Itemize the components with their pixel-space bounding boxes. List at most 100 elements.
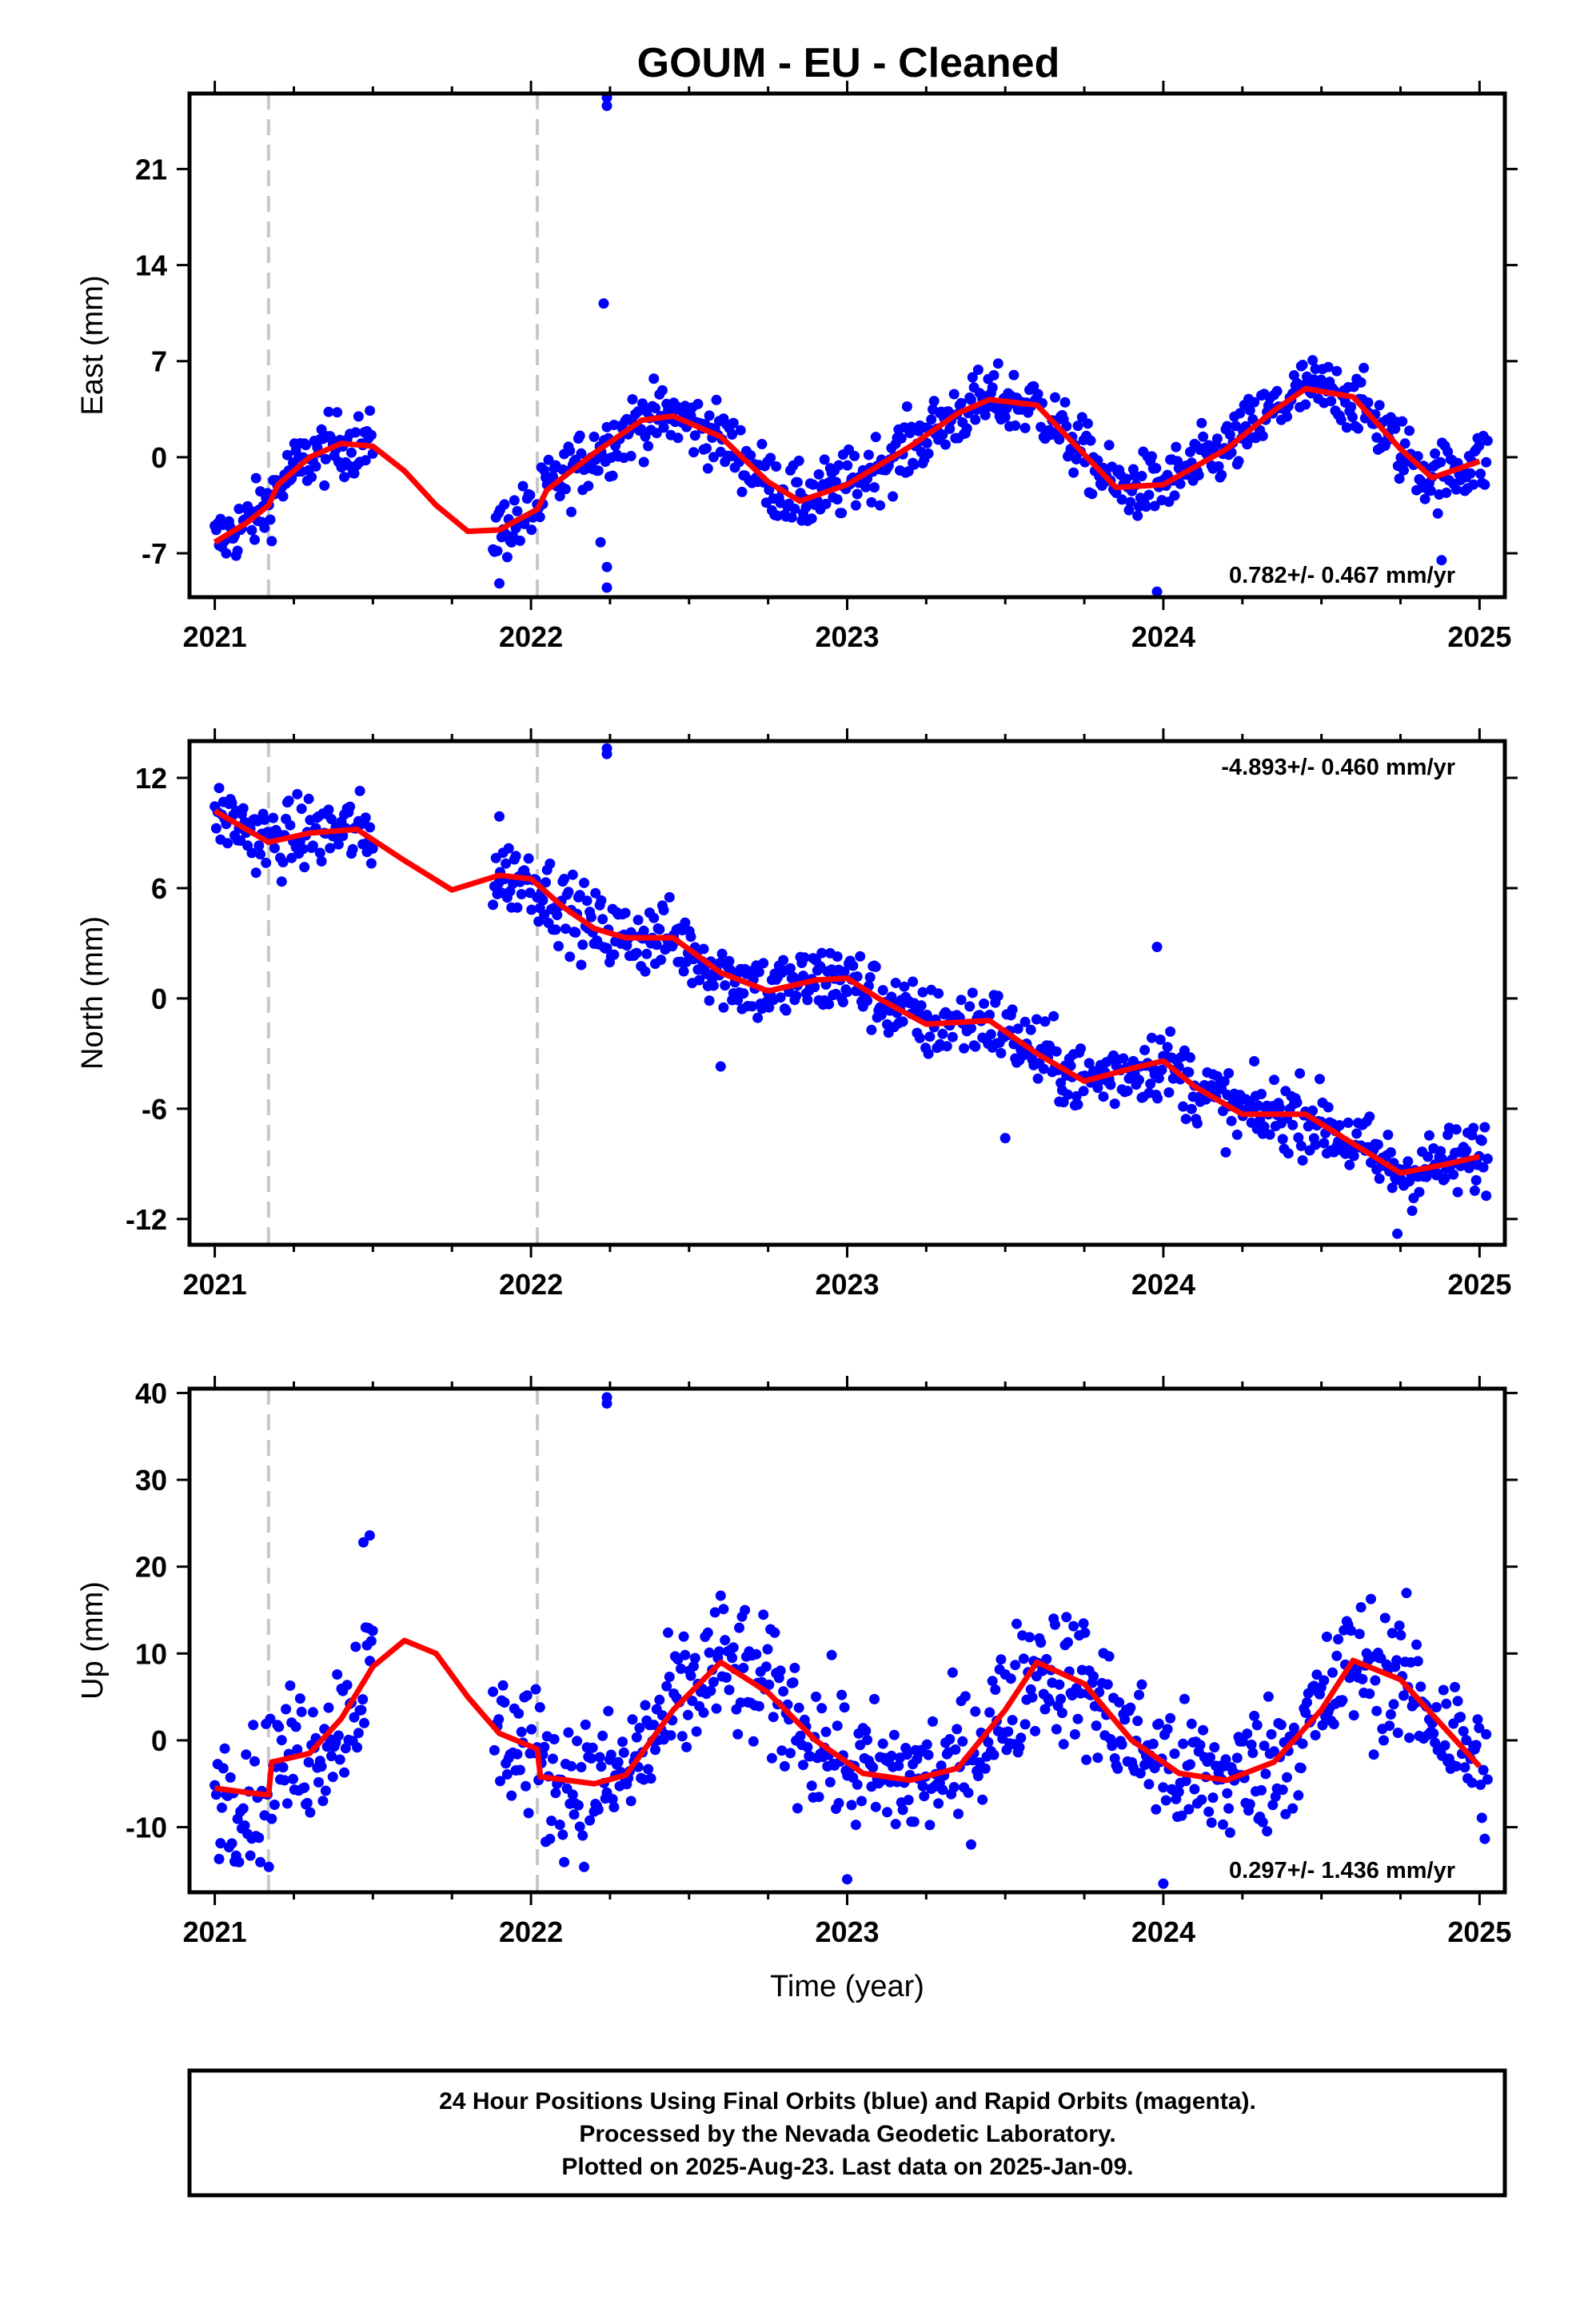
- up-outlier-point: [364, 1530, 375, 1541]
- east-data-point: [708, 452, 719, 463]
- footer-line-2: Processed by the Nevada Geodetic Laborat…: [579, 2121, 1115, 2147]
- up-data-point: [753, 1700, 764, 1712]
- up-data-point: [563, 1727, 574, 1738]
- north-data-point: [832, 951, 843, 962]
- up-data-point: [357, 1694, 369, 1705]
- up-data-point: [715, 1590, 726, 1601]
- up-data-point: [789, 1662, 800, 1673]
- east-data-point: [901, 401, 912, 412]
- north-data-point: [1481, 1190, 1492, 1202]
- north-data-point: [620, 907, 631, 919]
- up-data-point: [1300, 1707, 1311, 1718]
- north-data-point: [704, 995, 715, 1007]
- east-data-point: [651, 428, 662, 439]
- north-data-point: [1163, 1087, 1175, 1098]
- east-data-point: [350, 427, 361, 438]
- north-data-point: [501, 858, 512, 869]
- north-data-point: [678, 966, 689, 977]
- up-data-point: [681, 1741, 692, 1752]
- up-data-point: [806, 1780, 817, 1792]
- east-x-tick-label: 2024: [1131, 620, 1195, 653]
- east-data-point: [992, 358, 1003, 369]
- east-rate-annotation: 0.782+/- 0.467 mm/yr: [1229, 563, 1455, 588]
- up-data-point: [977, 1794, 988, 1805]
- up-data-point: [1319, 1675, 1330, 1686]
- east-data-point: [534, 512, 545, 523]
- up-data-point: [1470, 1740, 1482, 1751]
- up-data-point: [249, 1756, 260, 1767]
- up-data-point: [708, 1676, 719, 1688]
- north-data-point: [283, 795, 294, 807]
- east-data-point: [704, 410, 715, 421]
- up-data-point: [213, 1853, 225, 1864]
- north-data-point: [720, 980, 731, 991]
- east-data-point: [1425, 485, 1436, 496]
- up-data-point: [1394, 1620, 1405, 1631]
- north-data-point: [1105, 1079, 1116, 1090]
- up-data-point: [1249, 1710, 1260, 1721]
- north-data-point: [526, 904, 537, 915]
- east-y-tick-label: 7: [151, 345, 167, 378]
- north-data-point: [1063, 1089, 1073, 1100]
- east-data-point: [360, 455, 371, 466]
- north-data-point: [780, 1005, 792, 1016]
- up-data-point: [1476, 1812, 1487, 1824]
- east-data-point: [346, 447, 357, 458]
- up-data-point: [1474, 1723, 1485, 1733]
- north-data-point: [648, 912, 660, 923]
- north-data-point: [1186, 1103, 1197, 1114]
- north-data-point: [596, 895, 607, 906]
- east-data-point: [944, 423, 956, 434]
- east-data-point: [819, 454, 830, 465]
- east-data-point: [692, 398, 704, 409]
- north-data-point: [1307, 1105, 1319, 1116]
- up-data-point: [281, 1704, 292, 1715]
- up-data-point: [988, 1749, 999, 1760]
- east-data-point: [875, 500, 886, 511]
- east-data-point: [648, 373, 660, 385]
- east-data-point: [1481, 456, 1492, 468]
- up-data-point: [689, 1652, 700, 1664]
- up-data-point: [1333, 1634, 1344, 1644]
- north-data-point: [1256, 1089, 1267, 1099]
- north-data-point: [303, 793, 314, 804]
- up-data-point: [1116, 1739, 1127, 1750]
- east-y-tick-label: 0: [151, 441, 167, 474]
- up-data-point: [856, 1796, 867, 1807]
- north-data-point: [1476, 1135, 1487, 1146]
- east-data-point: [956, 397, 967, 409]
- up-x-tick-label: 2023: [815, 1915, 879, 1948]
- up-data-point: [1439, 1740, 1450, 1751]
- up-data-point: [923, 1749, 934, 1760]
- up-data-point: [720, 1635, 731, 1646]
- north-data-point: [1039, 1016, 1051, 1027]
- north-data-point: [545, 858, 556, 869]
- east-data-point: [727, 429, 738, 440]
- up-data-point: [1051, 1724, 1062, 1735]
- north-data-point: [1249, 1056, 1260, 1066]
- up-data-point: [724, 1684, 735, 1696]
- east-data-point: [1175, 478, 1186, 489]
- east-outlier-point: [601, 100, 612, 111]
- east-data-point: [1335, 414, 1347, 425]
- north-data-point: [553, 941, 564, 951]
- east-data-point: [316, 424, 327, 435]
- east-data-point: [849, 450, 860, 461]
- east-data-point: [1346, 401, 1357, 413]
- north-data-point: [839, 967, 850, 977]
- up-panel: 2021 2022 2023 2024 2025 40 30 20 10 0 -10 Up (mm) T…: [76, 1376, 1518, 2003]
- north-data-point: [1178, 1101, 1189, 1112]
- up-data-point: [365, 1636, 377, 1647]
- up-data-point: [592, 1804, 604, 1815]
- up-data-point: [1379, 1735, 1389, 1746]
- up-data-point: [1196, 1794, 1207, 1805]
- north-data-point: [488, 899, 499, 911]
- north-y-tick-label: -6: [142, 1093, 167, 1126]
- east-data-point: [701, 443, 712, 454]
- east-x-tick-label: 2022: [499, 620, 563, 653]
- up-data-point: [1297, 1738, 1308, 1749]
- east-data-point: [1185, 446, 1195, 457]
- up-data-point: [1136, 1679, 1147, 1690]
- up-data-point: [1242, 1728, 1253, 1740]
- up-data-point: [751, 1648, 762, 1660]
